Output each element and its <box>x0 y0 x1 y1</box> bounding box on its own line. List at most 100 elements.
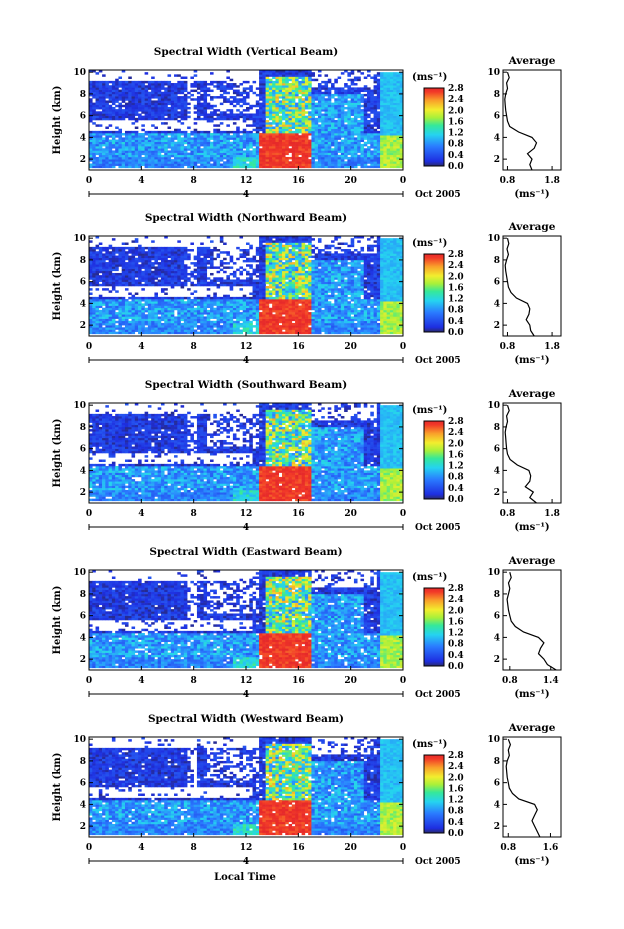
heatmap-cell <box>177 137 181 140</box>
heatmap-cell <box>102 270 106 274</box>
heatmap-cell <box>353 165 358 169</box>
heatmap-cell <box>134 305 139 309</box>
heatmap-cell <box>213 148 217 151</box>
heatmap-cell <box>389 122 394 125</box>
heatmap-cell <box>134 309 139 313</box>
heatmap-cell <box>262 152 266 156</box>
heatmap-cell <box>95 272 100 276</box>
heatmap-cell <box>265 89 270 93</box>
heatmap-cell <box>281 115 286 119</box>
heatmap-cell <box>291 163 296 166</box>
heatmap-cell <box>383 74 387 77</box>
heatmap-cell <box>344 148 348 151</box>
heatmap-cell <box>259 133 263 136</box>
heatmap-cell <box>396 72 401 75</box>
heatmap-cell <box>200 279 204 282</box>
heatmap-cell <box>167 130 172 134</box>
heatmap-cell <box>92 154 96 158</box>
heatmap-cell <box>229 309 234 313</box>
heatmap-cell <box>138 331 142 335</box>
heatmap-cell <box>216 113 221 116</box>
heatmap-cell <box>386 126 391 129</box>
heatmap-cell <box>134 312 139 315</box>
heatmap-cell <box>144 331 149 335</box>
heatmap-cell <box>363 135 368 138</box>
heatmap-cell <box>386 120 391 123</box>
heatmap-cell <box>196 301 201 304</box>
heatmap-cell <box>160 301 165 304</box>
heatmap-cell <box>370 96 374 99</box>
heatmap-cell <box>177 279 181 282</box>
heatmap-cell <box>118 109 123 112</box>
heatmap-cell <box>124 251 129 254</box>
heatmap-cell <box>134 272 139 276</box>
heatmap-cell <box>187 115 191 119</box>
heatmap-cell <box>383 113 387 116</box>
heatmap-cell <box>160 307 165 311</box>
heatmap-cell <box>360 130 365 134</box>
heatmap-cell <box>216 303 221 306</box>
heatmap-cell <box>213 80 217 84</box>
heatmap-cell <box>95 275 100 278</box>
heatmap-cell <box>311 146 315 149</box>
heatmap-cell <box>396 98 401 101</box>
heatmap-cell <box>190 130 194 134</box>
heatmap-cell <box>219 83 224 86</box>
heatmap-cell <box>389 80 394 84</box>
heatmap-cell <box>223 80 227 84</box>
heatmap-cell <box>314 135 319 138</box>
heatmap-cell <box>147 264 152 267</box>
heatmap-cell <box>160 246 165 250</box>
heatmap-cell <box>102 159 106 162</box>
heatmap-cell <box>92 279 96 282</box>
heatmap-cell <box>157 133 162 136</box>
heatmap-cell <box>98 296 103 300</box>
heatmap-cell <box>105 266 109 269</box>
heatmap-cell <box>357 115 361 119</box>
heatmap-cell <box>138 275 142 278</box>
heatmap-cell <box>95 303 100 306</box>
heatmap-cell <box>396 126 401 129</box>
heatmap-cell <box>92 259 96 263</box>
x-tick-label: 0 <box>86 176 92 186</box>
heatmap-cell <box>216 115 221 119</box>
heatmap-cell <box>265 161 270 164</box>
heatmap-cell <box>167 275 172 278</box>
heatmap-cell <box>118 163 123 166</box>
heatmap-cell <box>154 165 158 169</box>
heatmap-cell <box>376 141 381 145</box>
heatmap-cell <box>350 113 355 116</box>
heatmap-cell <box>314 124 319 127</box>
heatmap-cell <box>347 146 351 149</box>
heatmap-cell <box>272 89 276 93</box>
heatmap-cell <box>118 133 123 136</box>
heatmap-cell <box>105 268 109 272</box>
heatmap-cell <box>124 156 129 160</box>
heatmap-cell <box>95 106 100 110</box>
heatmap-cell <box>92 318 96 322</box>
heatmap-cell <box>317 161 322 164</box>
heatmap-cell <box>275 117 280 121</box>
heatmap-cell <box>98 277 103 280</box>
heatmap-cell <box>121 156 126 160</box>
heatmap-cell <box>268 87 273 90</box>
heatmap-cell <box>89 80 93 84</box>
heatmap-cell <box>295 78 299 82</box>
heatmap-cell <box>203 102 208 106</box>
heatmap-cell <box>118 130 123 134</box>
heatmap-cell <box>105 299 109 302</box>
heatmap-cell <box>389 120 394 123</box>
heatmap-cell <box>134 161 139 164</box>
heatmap-cell <box>164 272 168 276</box>
heatmap-cell <box>124 262 129 265</box>
heatmap-cell <box>98 161 103 164</box>
heatmap-cell <box>160 106 165 110</box>
heatmap-cell <box>393 76 397 79</box>
heatmap-cell <box>111 137 116 140</box>
heatmap-cell <box>337 163 342 166</box>
heatmap-cell <box>190 143 194 147</box>
heatmap-cell <box>278 78 283 82</box>
heatmap-cell <box>105 161 109 164</box>
heatmap-cell <box>138 251 142 254</box>
heatmap-cell <box>164 106 168 110</box>
